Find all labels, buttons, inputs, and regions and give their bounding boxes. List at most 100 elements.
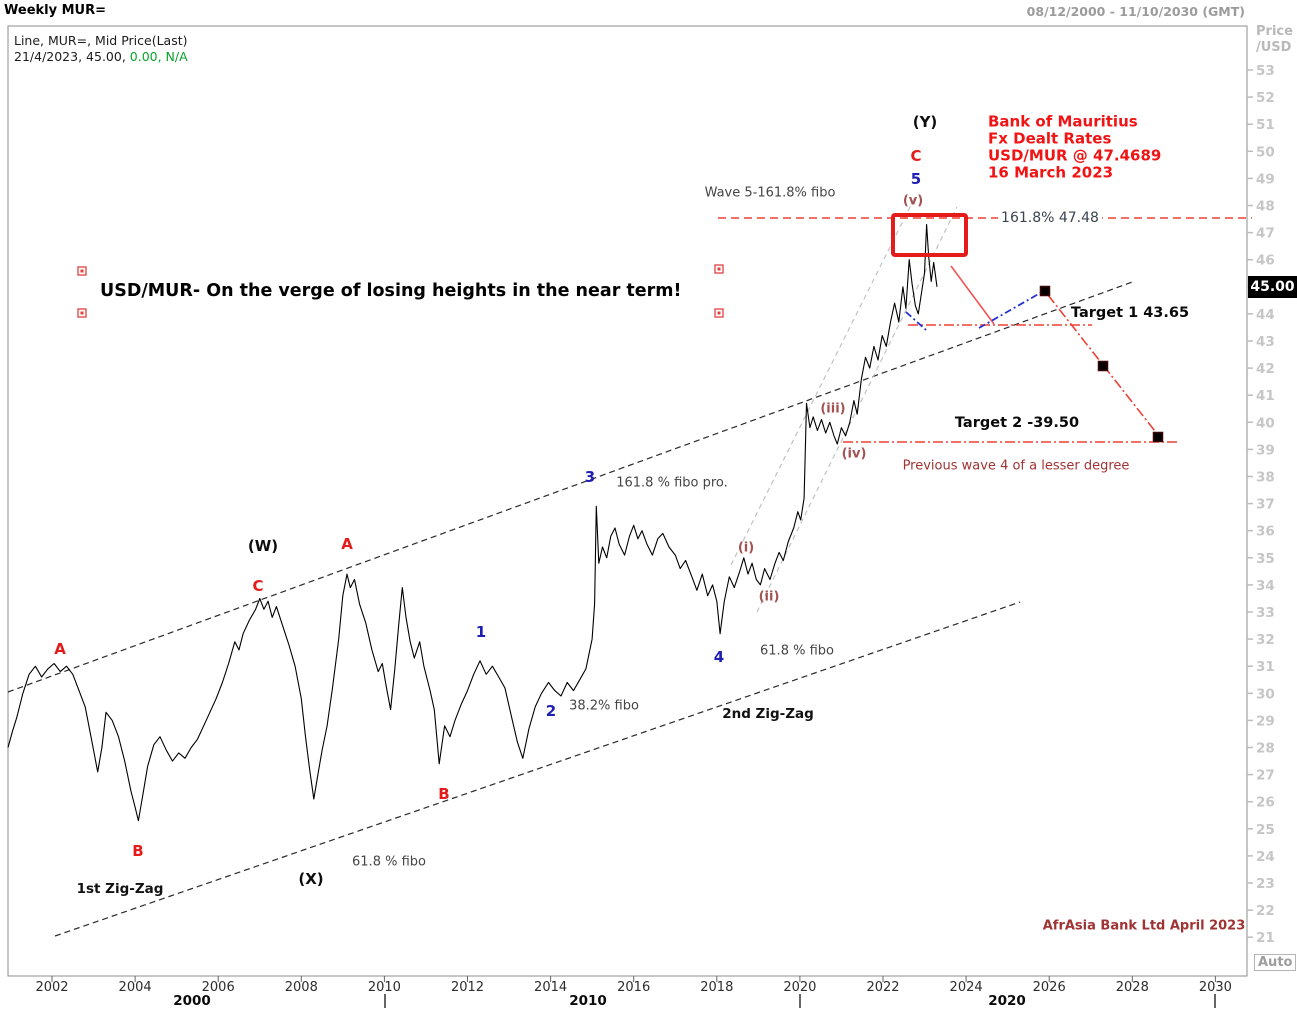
y-tick-label: 41 <box>1256 388 1275 404</box>
x-decade-label: 2000 <box>173 993 211 1009</box>
y-tick-label: 25 <box>1256 822 1275 838</box>
x-tick-label: 2002 <box>35 980 68 995</box>
label-wave-a1: A <box>54 640 66 658</box>
wave5-channel-right <box>756 206 958 613</box>
label-headline: USD/MUR- On the verge of losing heights … <box>100 281 682 301</box>
x-tick-label: 2014 <box>534 980 567 995</box>
y-tick-label: 50 <box>1256 144 1275 160</box>
label-wave-a2: A <box>341 535 353 553</box>
x-decade-label: 2010 <box>569 993 607 1009</box>
x-tick-label: 2004 <box>119 980 152 995</box>
label-wave-iii: (iii) <box>820 401 846 417</box>
label-wave-4: 4 <box>713 648 725 666</box>
label-wave-iv: (iv) <box>841 446 867 462</box>
label-zigzag-2: 2nd Zig-Zag <box>722 706 814 722</box>
auto-scale-button[interactable]: Auto <box>1254 954 1297 971</box>
label-bank-note-2: Fx Dealt Rates <box>988 129 1112 148</box>
x-decade-label: 2020 <box>988 993 1026 1009</box>
label-wave-b2: B <box>438 785 450 803</box>
legend-series: Line, MUR=, Mid Price(Last) <box>14 33 188 48</box>
y-tick-label: 43 <box>1256 334 1275 350</box>
y-tick-label: 42 <box>1256 361 1275 377</box>
blue-wave-up <box>978 291 1043 329</box>
channel-lower <box>54 601 1021 937</box>
label-wave-1: 1 <box>475 623 487 641</box>
label-bank-note-1: Bank of Mauritius <box>988 112 1138 131</box>
label-bank-note-3: USD/MUR @ 47.4689 <box>988 146 1162 165</box>
label-fibo-382: 38.2% fibo <box>569 698 639 714</box>
label-target-1: Target 1 43.65 <box>1070 305 1190 321</box>
y-tick-label: 29 <box>1256 713 1275 729</box>
projection-marker <box>1097 360 1109 372</box>
x-tick-label: 2016 <box>617 980 650 995</box>
label-fibo-618-mid: 61.8 % fibo <box>760 643 834 659</box>
price-line <box>7 223 938 822</box>
y-tick-label: 52 <box>1256 90 1275 106</box>
x-tick-label: 2024 <box>950 980 983 995</box>
x-tick-label: 2012 <box>451 980 484 995</box>
x-tick-label: 2006 <box>202 980 235 995</box>
drop-line <box>950 265 995 325</box>
label-wave-w: (W) <box>247 537 279 555</box>
y-tick-label: 49 <box>1256 171 1275 187</box>
plot-border <box>7 25 1248 977</box>
label-wave-b1: B <box>132 842 144 860</box>
label-wave-y: (Y) <box>912 113 938 131</box>
label-wave5-fibo-note: Wave 5-161.8% fibo <box>704 185 836 201</box>
y-tick-label: 37 <box>1256 497 1275 513</box>
label-wave-c2: C <box>910 147 922 165</box>
legend-change-value: 0.00, N/A <box>129 49 188 64</box>
x-tick-label: 2022 <box>866 980 899 995</box>
x-tick-label: 2020 <box>783 980 816 995</box>
label-wave-v: (v) <box>902 193 924 209</box>
y-tick-label: 26 <box>1256 795 1275 811</box>
label-wave-3: 3 <box>584 468 596 486</box>
x-tick-label: 2030 <box>1199 980 1232 995</box>
label-fibo-pro: 161.8 % fibo pro. <box>616 475 728 491</box>
y-tick-label: 31 <box>1256 659 1275 675</box>
window-title: Weekly MUR= <box>4 3 107 18</box>
y-tick-label: 44 <box>1256 307 1275 323</box>
y-tick-label: 46 <box>1256 253 1275 269</box>
selection-handle-dot <box>80 269 84 273</box>
label-fibo-618-lower: 61.8 % fibo <box>352 854 426 870</box>
y-tick-label: 47 <box>1256 226 1275 242</box>
channel-upper <box>7 280 1136 693</box>
y-tick-label: 38 <box>1256 470 1275 486</box>
label-fibo-161-value: 161.8% 47.48 <box>998 210 1102 226</box>
label-wave-ii: (ii) <box>758 589 780 605</box>
label-wave-x: (X) <box>298 870 324 888</box>
blue-wave-down <box>905 311 927 331</box>
y-tick-label: 33 <box>1256 605 1275 621</box>
y-tick-label: 51 <box>1256 117 1275 133</box>
y-tick-label: 53 <box>1256 63 1275 79</box>
y-tick-label: 35 <box>1256 551 1275 567</box>
wave5-channel-left <box>730 194 917 566</box>
x-tick-label: 2028 <box>1116 980 1149 995</box>
legend-last-value: 21/4/2023, 45.00, <box>14 49 130 64</box>
x-tick-label: 2018 <box>700 980 733 995</box>
y-tick-label: 24 <box>1256 849 1275 865</box>
selection-handle-dot <box>717 267 721 271</box>
label-wave-2: 2 <box>545 702 557 720</box>
label-target-2: Target 2 -39.50 <box>954 415 1080 431</box>
y-tick-label: 30 <box>1256 686 1275 702</box>
wave5-top-box <box>891 213 968 257</box>
x-tick-label: 2008 <box>285 980 318 995</box>
selection-handle-dot <box>717 311 721 315</box>
label-wave-5: 5 <box>910 170 922 188</box>
label-zigzag-1: 1st Zig-Zag <box>76 881 164 897</box>
chart-legend: Line, MUR=, Mid Price(Last) 21/4/2023, 4… <box>14 33 188 65</box>
label-bank-note-4: 16 March 2023 <box>988 163 1114 182</box>
y-tick-label: 40 <box>1256 415 1275 431</box>
y-tick-label: 28 <box>1256 741 1275 757</box>
y-tick-label: 48 <box>1256 199 1275 215</box>
current-price-badge: 45.00 <box>1248 276 1297 298</box>
projection-marker <box>1039 285 1051 297</box>
label-wave-c1: C <box>252 577 264 595</box>
y-tick-label: 34 <box>1256 578 1275 594</box>
y-tick-label: 22 <box>1256 903 1275 919</box>
y-tick-label: 39 <box>1256 442 1275 458</box>
